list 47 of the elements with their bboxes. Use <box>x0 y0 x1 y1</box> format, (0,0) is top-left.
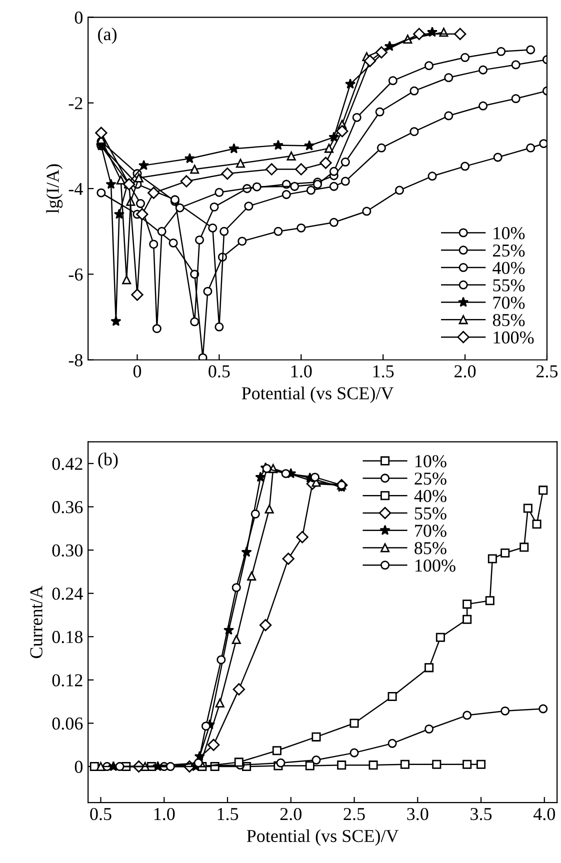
y-axis-title: lg(I/A) <box>46 164 63 214</box>
legend-label: 55% <box>493 279 525 292</box>
x-tick-label: 0 <box>133 365 142 378</box>
x-tick-label: 2.0 <box>454 365 476 378</box>
x-tick-label: 1.0 <box>291 365 312 378</box>
y-tick-label: 0 <box>74 12 83 24</box>
x-tick-label: 3.0 <box>407 808 428 820</box>
legend-label: 40% <box>492 262 525 274</box>
legend-label: 25% <box>493 244 525 257</box>
y-tick-label: 0.36 <box>52 501 83 514</box>
x-tick-label: 2.0 <box>280 808 302 820</box>
legend-label: 85% <box>492 314 525 326</box>
legend-label: 25% <box>414 472 446 485</box>
annotation: (a) <box>98 28 116 44</box>
x-tick-label: 0.5 <box>90 808 112 820</box>
x-tick-label: 1.5 <box>373 365 394 378</box>
x-tick-label: 0.5 <box>208 365 230 378</box>
y-tick-label: 0 <box>74 760 83 773</box>
y-axis-title: Current/A <box>30 586 42 658</box>
legend-label: 40% <box>414 490 446 502</box>
x-tick-label: 2.5 <box>536 365 558 378</box>
y-tick-label: 0.30 <box>52 544 83 557</box>
x-axis-title: Potential (vs SCE)/V <box>246 829 399 846</box>
legend-label: 10% <box>415 455 446 468</box>
x-tick-label: 1.0 <box>154 808 175 820</box>
legend-label: 100% <box>415 559 456 572</box>
y-tick-label: -6 <box>68 268 83 281</box>
y-tick-label: -4 <box>68 182 83 195</box>
x-tick-label: 3.5 <box>470 808 492 820</box>
y-tick-label: -2 <box>68 97 82 110</box>
x-tick-label: 1.5 <box>218 808 238 820</box>
x-tick-label: 2.5 <box>344 808 365 820</box>
legend-label: 10% <box>494 227 525 240</box>
y-tick-label: 0.18 <box>52 630 83 644</box>
legend-label: 55% <box>414 507 446 520</box>
y-tick-label: 0.24 <box>52 588 83 600</box>
legend-label: 85% <box>414 542 446 554</box>
annotation: (b) <box>98 452 118 470</box>
legend-label: 100% <box>494 331 534 344</box>
x-tick-label: 4.0 <box>533 808 555 820</box>
legend-label: 70% <box>493 296 525 309</box>
legend-label: 70% <box>415 524 446 537</box>
y-tick-label: 0.42 <box>52 458 82 470</box>
x-axis-title: Potential (vs SCE)/V <box>242 386 394 404</box>
y-tick-label: -8 <box>68 354 83 366</box>
y-tick-label: 0.12 <box>52 674 82 686</box>
y-tick-label: 0.06 <box>52 717 83 730</box>
